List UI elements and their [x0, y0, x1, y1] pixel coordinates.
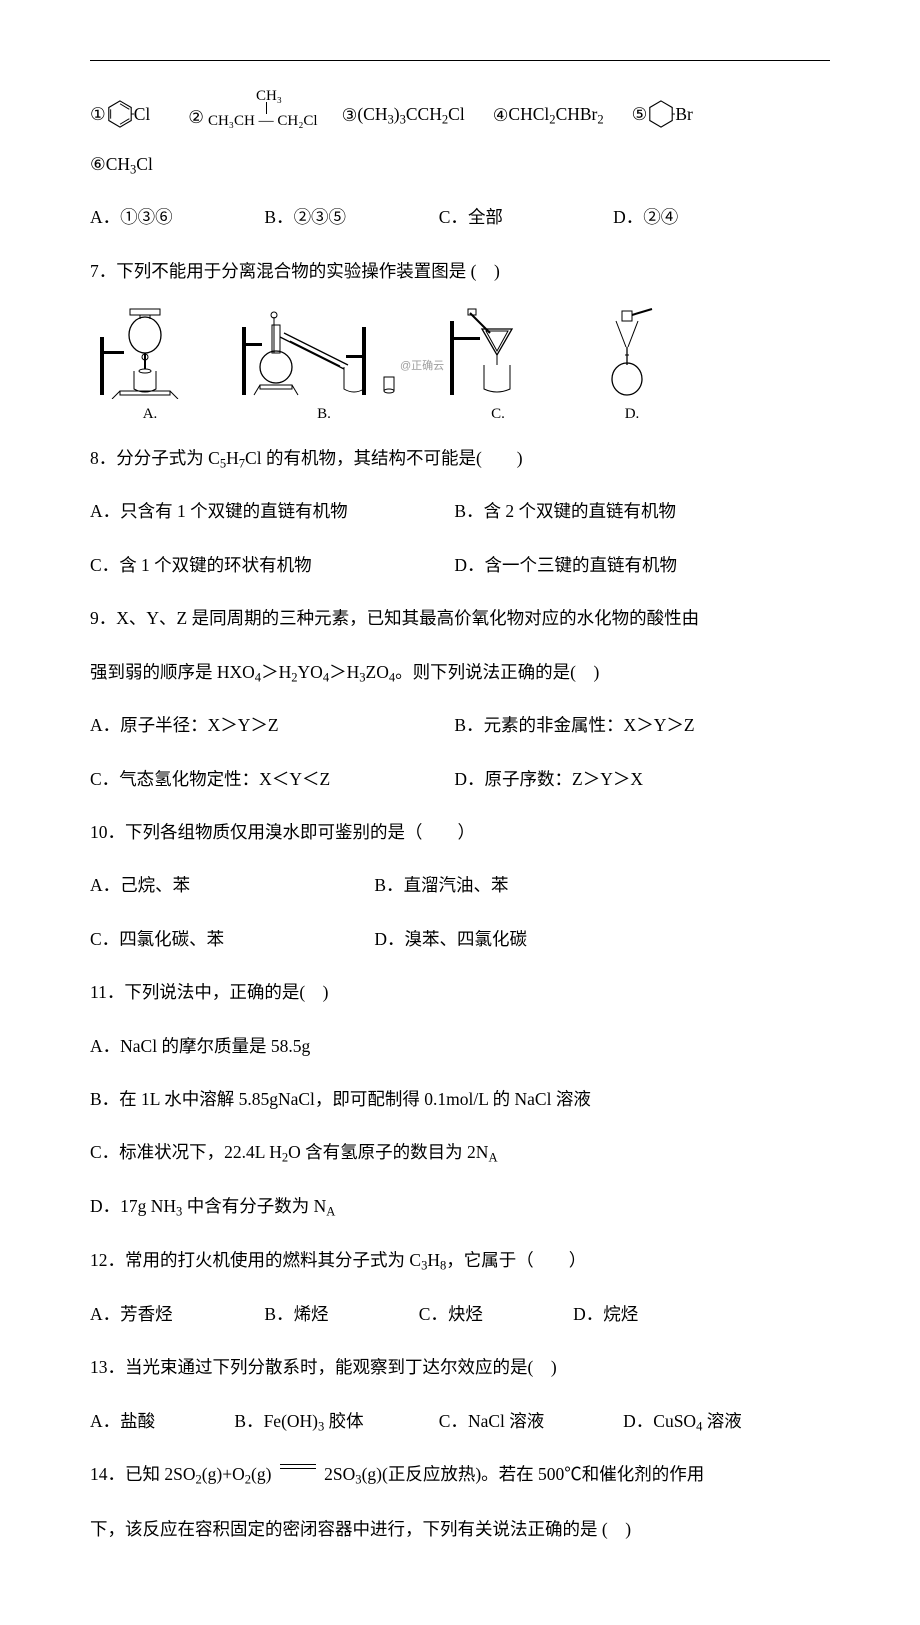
q9-stem2: 强到弱的顺序是 HXO4＞H2YO4＞H3ZO4。则下列说法正确的是( )	[90, 655, 830, 691]
sep-funnel-icon	[90, 307, 210, 399]
q9-stem1: 9．X、Y、Z 是同周期的三种元素，已知其最高价氧化物对应的水化物的酸性由	[90, 601, 830, 637]
structure-1-tail: Cl	[134, 102, 151, 127]
apparatus-C: C.	[438, 307, 558, 423]
q13-options: A．盐酸 B．Fe(OH)3 胶体 C．NaCl 溶液 D．CuSO4 溶液	[90, 1404, 830, 1440]
q11-stem: 11．下列说法中，正确的是( )	[90, 975, 830, 1011]
structure-3: ③(CH3)3CCH2Cl	[342, 102, 465, 129]
apparatus-D: D.	[582, 307, 682, 423]
q11-B: B．在 1L 水中溶解 5.85gNaCl，即可配制得 0.1mol/L 的 N…	[90, 1082, 830, 1118]
structure-4: ④CHCl2CHBr2	[493, 102, 604, 129]
page: ① Cl ② CH₃ CH₃CH — CH₂Cl ③(CH3)3CCH2	[0, 0, 920, 1625]
structure-2: ② CH₃ CH₃CH — CH₂Cl	[188, 89, 317, 129]
q8-stem: 8．分分子式为 C5H7Cl 的有机物，其结构不可能是( )	[90, 441, 830, 477]
q8-options-row1: A．只含有 1 个双键的直链有机物 B．含 2 个双键的直链有机物	[90, 494, 830, 530]
apparatus-label: B.	[234, 406, 414, 423]
q14-stem1: 14．已知 2SO2(g)+O2(g) 2SO3(g)(正反应放热)。若在 50…	[90, 1457, 830, 1494]
structure-5-tail: Br	[675, 102, 693, 127]
q9-options-row2: C．气态氢化物定性：X＜Y＜Z D．原子序数：Z＞Y＞X	[90, 762, 830, 798]
q8-options-row2: C．含 1 个双键的环状有机物 D．含一个三键的直链有机物	[90, 548, 830, 584]
circ-num: ②	[188, 105, 204, 130]
q7-apparatus-row: @正确云 A.	[90, 307, 830, 423]
apparatus-label: A.	[90, 406, 210, 423]
distillation-icon	[234, 307, 414, 399]
q11-D: D．17g NH3 中含有分子数为 NA	[90, 1189, 830, 1225]
volumetric-transfer-icon	[582, 307, 682, 399]
q14-stem2: 下，该反应在容积固定的密闭容器中进行，下列有关说法正确的是 ( )	[90, 1512, 830, 1548]
equilibrium-arrow-icon	[276, 1458, 320, 1494]
q12-options: A．芳香烃 B．烯烃 C．炔烃 D．烷烃	[90, 1297, 830, 1333]
apparatus-A: A.	[90, 307, 210, 423]
q10-stem: 10．下列各组物质仅用溴水即可鉴别的是（ ）	[90, 815, 830, 851]
benzene-icon	[106, 99, 134, 129]
q7-stem: 7．下列不能用于分离混合物的实验操作装置图是 ( )	[90, 254, 830, 290]
structure-5: ⑤ Br	[632, 99, 693, 129]
filtration-icon	[438, 307, 558, 399]
circ-num: ①	[90, 102, 106, 127]
apparatus-label: C.	[438, 406, 558, 423]
q12-stem: 12．常用的打火机使用的燃料其分子式为 C3H8，它属于（ ）	[90, 1243, 830, 1279]
cyclohexane-icon	[647, 99, 675, 129]
q10-options-row1: A．己烷、苯 B．直溜汽油、苯	[90, 868, 830, 904]
apparatus-label: D.	[582, 406, 682, 423]
top-rule	[90, 60, 830, 61]
q6-structures: ① Cl ② CH₃ CH₃CH — CH₂Cl ③(CH3)3CCH2	[90, 89, 830, 129]
q10-options-row2: C．四氯化碳、苯 D．溴苯、四氯化碳	[90, 922, 830, 958]
q11-A: A．NaCl 的摩尔质量是 58.5g	[90, 1029, 830, 1065]
q11-C: C．标准状况下，22.4L H2O 含有氢原子的数目为 2NA	[90, 1135, 830, 1171]
apparatus-B: B.	[234, 307, 414, 423]
q9-options-row1: A．原子半径：X＞Y＞Z B．元素的非金属性：X＞Y＞Z	[90, 708, 830, 744]
branched-icon: CH₃ CH₃CH — CH₂Cl	[208, 89, 318, 129]
q6-options: A．①③⑥ B．②③⑤ C．全部 D．②④	[90, 200, 830, 236]
structure-6: ⑥CH3Cl	[90, 147, 830, 183]
structure-1: ① Cl	[90, 99, 150, 129]
q13-stem: 13．当光束通过下列分散系时，能观察到丁达尔效应的是( )	[90, 1350, 830, 1386]
